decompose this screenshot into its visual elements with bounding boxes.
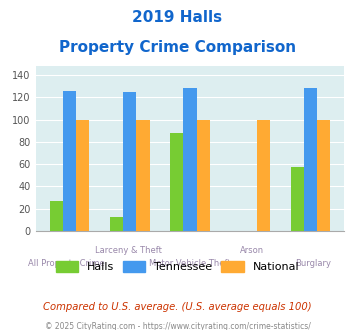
Bar: [170, 133, 183, 231]
Text: Arson: Arson: [240, 246, 264, 255]
Legend: Halls, Tennessee, National: Halls, Tennessee, National: [51, 256, 304, 277]
Bar: [123, 92, 136, 231]
Bar: [63, 90, 76, 231]
Text: 2019 Halls: 2019 Halls: [132, 10, 223, 25]
Text: © 2025 CityRating.com - https://www.cityrating.com/crime-statistics/: © 2025 CityRating.com - https://www.city…: [45, 322, 310, 330]
Bar: [136, 119, 149, 231]
Bar: [183, 88, 197, 231]
Text: Burglary: Burglary: [295, 259, 332, 268]
Text: Larceny & Theft: Larceny & Theft: [95, 246, 162, 255]
Bar: [290, 167, 304, 231]
Bar: [76, 119, 89, 231]
Text: Motor Vehicle Theft: Motor Vehicle Theft: [149, 259, 231, 268]
Bar: [257, 119, 270, 231]
Bar: [304, 88, 317, 231]
Text: Property Crime Comparison: Property Crime Comparison: [59, 40, 296, 54]
Bar: [197, 119, 210, 231]
Bar: [317, 119, 330, 231]
Bar: [50, 201, 63, 231]
Bar: [110, 216, 123, 231]
Text: Compared to U.S. average. (U.S. average equals 100): Compared to U.S. average. (U.S. average …: [43, 302, 312, 312]
Text: All Property Crime: All Property Crime: [28, 259, 105, 268]
